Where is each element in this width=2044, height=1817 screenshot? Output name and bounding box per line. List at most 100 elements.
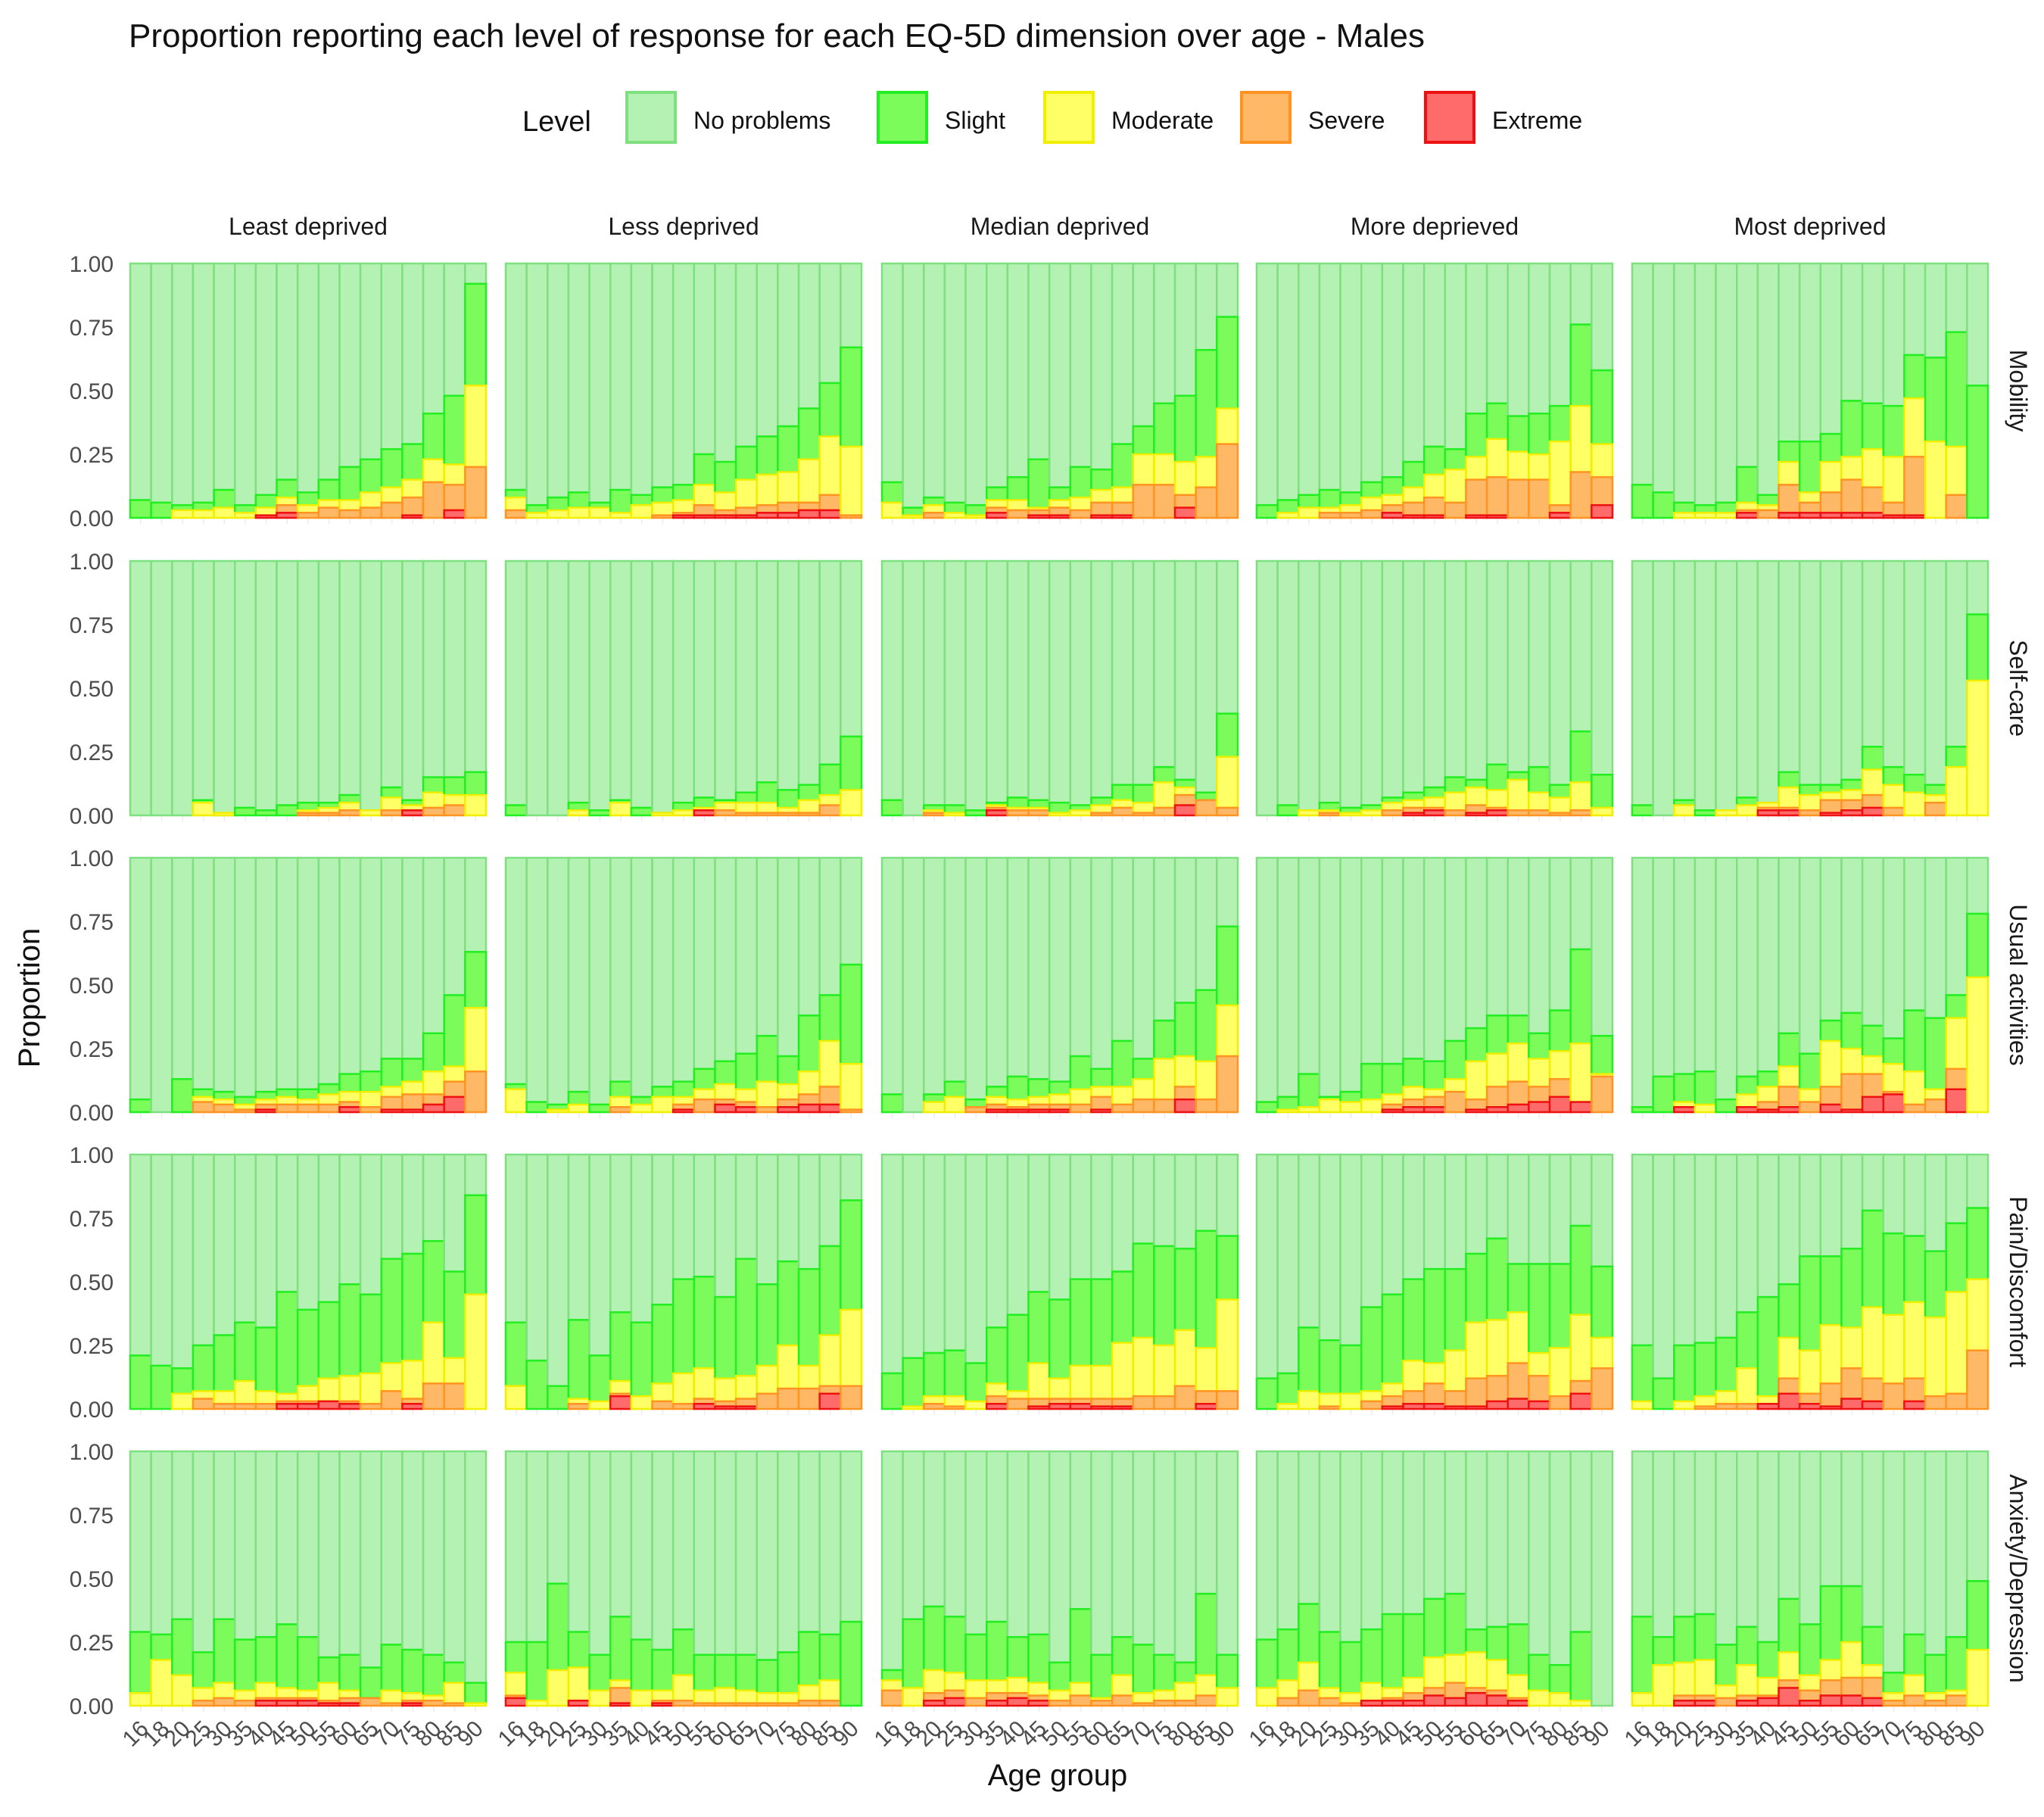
bar-moderate (1548, 440, 1572, 506)
bar-moderate (1318, 1687, 1341, 1700)
bar-slight (630, 1638, 653, 1692)
bar-moderate (233, 1689, 257, 1702)
bar-no-problems (902, 856, 925, 1114)
bar-severe (213, 1403, 236, 1410)
bar-severe (1882, 1700, 1905, 1707)
bar-no-problems (1381, 856, 1404, 1065)
bar-extreme (1756, 809, 1780, 817)
bar-no-problems (1276, 262, 1300, 501)
bar-no-problems (1006, 1450, 1030, 1638)
bar-extreme (317, 1702, 341, 1707)
bar-no-problems (1132, 856, 1155, 1060)
bar-no-problems (380, 559, 404, 789)
bar-slight (338, 793, 362, 804)
legend-key-slight (877, 91, 928, 144)
bar-slight (797, 784, 821, 802)
bar-no-problems (588, 262, 612, 504)
bar-slight (1360, 481, 1384, 499)
bar-no-problems (902, 1153, 925, 1360)
bar-moderate (609, 1679, 633, 1689)
bar-slight (1069, 1055, 1092, 1091)
bar-no-problems (422, 559, 445, 778)
bar-slight (401, 1648, 425, 1694)
bar-slight (171, 1367, 195, 1395)
bar-no-problems (192, 559, 215, 802)
bar-moderate (1591, 806, 1614, 817)
bar-no-problems (797, 1153, 821, 1270)
bar-moderate (1693, 1659, 1717, 1697)
bar-severe (233, 1108, 257, 1114)
bar-severe (1027, 809, 1051, 817)
facet-panel (129, 1153, 488, 1415)
bar-moderate (443, 1357, 466, 1385)
bar-slight (443, 994, 466, 1067)
bar-moderate (671, 1095, 696, 1106)
bar-moderate (1339, 812, 1363, 817)
y-tick-label: 0.25 (70, 1334, 114, 1359)
bar-moderate (213, 506, 236, 519)
bar-no-problems (1693, 1153, 1717, 1344)
bar-moderate (1840, 456, 1864, 481)
bar-slight (296, 1308, 320, 1388)
bar-severe (422, 1700, 445, 1707)
bar-moderate (1276, 512, 1300, 519)
bar-slight (1507, 415, 1530, 453)
bar-slight (1276, 804, 1300, 817)
bar-moderate (1569, 781, 1593, 812)
bar-no-problems (1465, 262, 1488, 415)
bar-severe (756, 1392, 779, 1410)
bar-slight (1298, 1073, 1321, 1108)
bar-slight (1111, 784, 1135, 802)
bar-no-problems (1673, 856, 1697, 1075)
bar-no-problems (1255, 1153, 1279, 1379)
bar-no-problems (567, 856, 590, 1093)
bar-slight (1735, 796, 1759, 806)
bar-no-problems (1360, 262, 1384, 484)
bar-severe (1945, 1392, 1968, 1410)
bar-moderate (1528, 453, 1551, 481)
bar-extreme (296, 1403, 320, 1410)
facet-panel (129, 559, 488, 821)
bar-severe (254, 1403, 278, 1410)
bar-slight (1381, 475, 1404, 497)
bar-no-problems (296, 559, 320, 804)
bar-slight (213, 1090, 236, 1101)
bar-moderate (129, 1691, 152, 1707)
bar-moderate (964, 514, 988, 519)
bar-slight (1507, 1014, 1530, 1045)
bar-moderate (1861, 1055, 1885, 1075)
bar-slight (338, 1653, 362, 1692)
bar-extreme (1381, 1405, 1404, 1410)
bar-no-problems (693, 559, 716, 799)
bar-no-problems (254, 856, 278, 1093)
bar-no-problems (902, 262, 925, 509)
bar-no-problems (1693, 1450, 1717, 1616)
bar-extreme (777, 1106, 800, 1114)
bar-extreme (1422, 1106, 1447, 1114)
bar-extreme (985, 809, 1009, 817)
bar-severe (1318, 1697, 1341, 1707)
bar-moderate (1111, 486, 1135, 504)
bar-moderate (1006, 1676, 1030, 1694)
bar-extreme (1402, 1106, 1426, 1114)
x-tick-label: 90 (828, 1716, 864, 1752)
bar-severe (880, 1689, 904, 1707)
facet-panel (1631, 559, 1989, 821)
bar-slight (902, 1357, 925, 1407)
bar-severe (1216, 443, 1239, 519)
bar-no-problems (443, 1153, 466, 1273)
bar-moderate (1318, 1098, 1341, 1114)
bar-severe (317, 812, 341, 817)
bar-no-problems (1216, 262, 1239, 318)
bar-severe (671, 1403, 696, 1410)
bar-no-problems (734, 262, 759, 448)
bar-extreme (1840, 1108, 1864, 1114)
bar-moderate (1111, 1086, 1135, 1106)
row-strip-label: Self-care (2005, 640, 2032, 737)
bar-no-problems (317, 1450, 341, 1659)
bar-moderate (1507, 778, 1530, 812)
bar-no-problems (464, 1153, 488, 1197)
bar-moderate (1298, 809, 1321, 817)
bar-slight (964, 1362, 988, 1403)
bar-no-problems (422, 1153, 445, 1242)
